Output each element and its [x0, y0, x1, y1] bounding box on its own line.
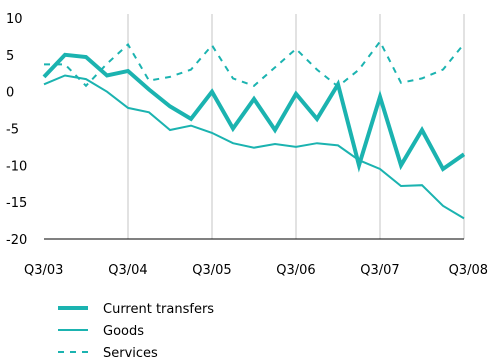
vertical-gridlines: [127, 14, 465, 239]
y-tick-label: 5: [6, 49, 14, 64]
x-tick-label: Q3/04: [108, 263, 147, 278]
legend: Current transfers Goods Services: [58, 302, 214, 361]
x-axis-tick-labels: Q3/03 Q3/04 Q3/05 Q3/06 Q3/07 Q3/08: [24, 263, 488, 278]
data-series: [42, 39, 466, 220]
series-line-services: [44, 39, 465, 88]
x-tick-label: Q3/08: [449, 263, 488, 278]
y-tick-label: 10: [6, 12, 23, 27]
y-tick-label: -5: [6, 123, 19, 138]
y-tick-label: 0: [6, 86, 14, 101]
legend-label-goods: Goods: [103, 324, 144, 339]
series-line-goods: [43, 74, 465, 220]
x-tick-label: Q3/06: [276, 263, 315, 278]
y-tick-label: -15: [6, 196, 27, 211]
x-tick-label: Q3/05: [192, 263, 231, 278]
x-tick-label: Q3/07: [360, 263, 399, 278]
y-tick-label: -20: [6, 233, 27, 248]
legend-label-current-transfers: Current transfers: [103, 302, 214, 317]
series-line-current-transfers: [42, 52, 466, 173]
x-tick-label: Q3/03: [24, 263, 63, 278]
legend-label-services: Services: [103, 346, 158, 361]
y-tick-label: -10: [6, 159, 27, 174]
y-axis-tick-labels: 10 5 0 -5 -10 -15 -20: [6, 12, 27, 248]
